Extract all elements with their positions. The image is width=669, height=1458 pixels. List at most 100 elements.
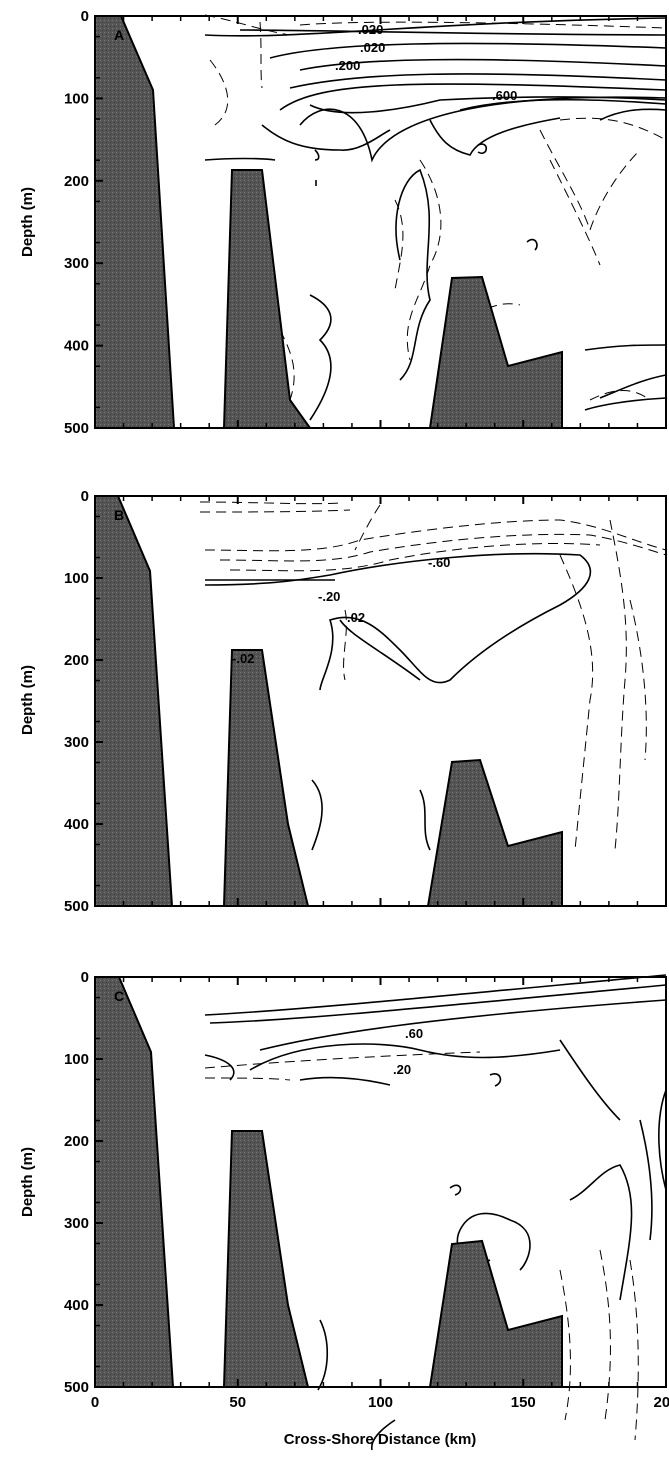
contour-line — [459, 1212, 531, 1271]
contour-label: .020 — [360, 40, 385, 55]
y-tick-label: 500 — [64, 1379, 89, 1396]
contour-line — [419, 789, 431, 851]
contour-line — [629, 599, 647, 761]
contour-label: .20 — [393, 1062, 411, 1077]
contour-line — [584, 344, 667, 351]
contour-line — [204, 1077, 291, 1081]
bathymetry — [426, 758, 563, 907]
contour-line — [343, 609, 347, 681]
y-axis-panel-a: 0 100 200 300 400 500 — [64, 8, 667, 437]
contour-line — [219, 533, 667, 562]
panel-b: B -.60 -.20 .02 -.02 0 100 200 300 400 500 De… — [19, 488, 667, 915]
contour-line — [549, 159, 601, 266]
contour-line — [489, 1073, 502, 1087]
contour-line — [311, 779, 323, 851]
contour-line — [477, 143, 488, 155]
contour-line — [259, 21, 263, 89]
contour-line — [339, 619, 421, 681]
contour-label: .600 — [492, 88, 517, 103]
y-tick-label: 200 — [64, 1133, 89, 1150]
y-axis-title: Depth (m) — [19, 187, 36, 257]
y-tick-label: 100 — [64, 570, 89, 587]
contour-line — [639, 1119, 653, 1241]
x-tick-label: 50 — [229, 1394, 246, 1411]
panel-label: A — [114, 27, 124, 43]
y-axis-title: Depth (m) — [19, 665, 36, 735]
contour-line — [204, 157, 276, 161]
y-tick-label: 300 — [64, 734, 89, 751]
contour-line — [599, 1249, 611, 1421]
y-tick-label: 400 — [64, 338, 89, 355]
y-tick-label: 100 — [64, 90, 89, 107]
y-tick-label: 300 — [64, 1215, 89, 1232]
contour-label: -.02 — [232, 651, 254, 666]
contours-panel-b — [204, 552, 592, 851]
contour-line — [526, 238, 538, 251]
contour-line — [204, 1051, 481, 1069]
contours-panel-a — [204, 17, 667, 421]
contour-line — [209, 984, 667, 1024]
contour-line — [239, 29, 667, 36]
contour-line — [354, 504, 381, 551]
contour-line — [406, 159, 442, 361]
contour-line — [459, 98, 667, 111]
contour-line — [309, 294, 332, 421]
contour-line — [199, 501, 341, 505]
panel-a: A .020 .020 .200 .600 0 100 200 300 400 500 D… — [19, 8, 667, 437]
dashed-contours-panel-c — [204, 1051, 639, 1441]
x-axis-panel-c: 0 50 100 150 200 — [91, 1394, 669, 1411]
y-tick-label: 200 — [64, 173, 89, 190]
contour-line — [249, 1043, 561, 1071]
contour-line — [269, 42, 667, 59]
contour-line — [559, 554, 594, 851]
x-tick-label: 0 — [91, 1394, 99, 1411]
contour-line — [289, 73, 667, 89]
bathymetry — [428, 275, 563, 429]
y-tick-label: 500 — [64, 420, 89, 437]
contour-line — [209, 59, 229, 126]
contour-line — [299, 21, 667, 29]
x-tick-label: 100 — [368, 1394, 393, 1411]
bathymetry — [222, 169, 312, 429]
bathymetry — [222, 1130, 310, 1388]
contour-line — [204, 519, 667, 552]
contour-line — [204, 17, 667, 37]
y-tick-label: 200 — [64, 652, 89, 669]
bathymetry — [428, 1239, 563, 1388]
contour-line — [629, 1259, 639, 1441]
contour-line — [584, 397, 667, 411]
x-tick-label: 200 — [653, 1394, 669, 1411]
dashed-contours-panel-a — [204, 14, 667, 401]
contour-line — [559, 1269, 571, 1421]
y-tick-label: 100 — [64, 1051, 89, 1068]
contour-line — [559, 117, 667, 141]
bathymetry — [94, 976, 175, 1388]
contour-line — [559, 1039, 621, 1121]
contour-line — [314, 149, 320, 161]
contour-line — [204, 552, 592, 691]
contour-line — [599, 108, 667, 121]
y-tick-label: 400 — [64, 816, 89, 833]
contour-line — [589, 390, 651, 401]
contour-line — [658, 1089, 667, 1191]
y-tick-label: 300 — [64, 255, 89, 272]
contour-line — [395, 168, 431, 381]
contour-line — [299, 58, 667, 71]
contour-label: .200 — [335, 58, 360, 73]
contour-line — [299, 1076, 391, 1086]
contour-label: -.60 — [428, 555, 450, 570]
contour-line — [429, 117, 561, 156]
panel-c-frame — [94, 976, 667, 1388]
y-axis-panel-c: 0 100 200 300 400 500 — [64, 969, 667, 1396]
contour-line — [259, 999, 667, 1051]
contour-line — [309, 96, 667, 114]
panel-label: C — [114, 988, 124, 1004]
contour-line — [204, 14, 291, 36]
y-tick-label: 0 — [81, 969, 89, 986]
panel-label: B — [114, 507, 124, 523]
dashed-contours-panel-b — [199, 501, 667, 851]
contour-label: -.20 — [318, 589, 340, 604]
